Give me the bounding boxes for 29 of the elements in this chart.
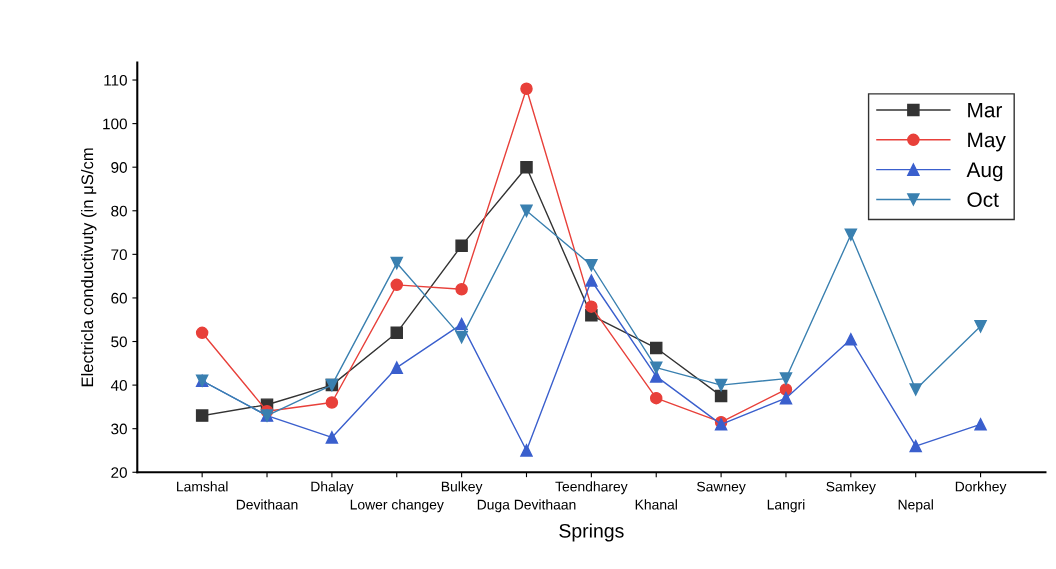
y-tick-label: 110 xyxy=(104,74,127,86)
x-tick-label: Sawney xyxy=(697,481,746,495)
x-tick-label: Lamshal xyxy=(177,481,228,492)
legend-label: Aug xyxy=(966,162,1003,182)
y-tick-label: 90 xyxy=(111,162,127,173)
legend-label: May xyxy=(968,132,1006,152)
y-tick-label: 40 xyxy=(110,379,127,391)
y-tick-label: 20 xyxy=(111,467,127,478)
legend-label: Mar xyxy=(968,102,1003,118)
x-tick-label: Samkey xyxy=(826,481,876,495)
y-tick-label: 30 xyxy=(111,423,127,435)
x-tick-label: Khanal xyxy=(635,499,677,510)
x-tick-label: Lower changey xyxy=(350,499,444,513)
y-tick-label: 80 xyxy=(111,205,127,217)
y-tick-label: 70 xyxy=(111,249,127,261)
x-axis-title: Springs xyxy=(559,523,624,542)
x-tick-label: Nepal xyxy=(898,499,933,513)
y-tick-label: 50 xyxy=(111,336,127,348)
x-tick-label: Langri xyxy=(767,499,805,513)
x-tick-label: Devithaan xyxy=(236,499,298,510)
y-tick-label: 60 xyxy=(111,292,127,304)
x-tick-label: Dhalay xyxy=(311,481,354,495)
x-tick-label: Duga Devithaan xyxy=(477,499,576,513)
x-tick-label: Teendharey xyxy=(555,481,628,495)
legend-label: Oct xyxy=(967,192,999,207)
x-tick-label: Bulkey xyxy=(441,481,483,495)
x-tick-label: Dorkhey xyxy=(955,481,1007,495)
y-tick-label: 100 xyxy=(103,118,127,130)
y-axis-title: Electricla conductivuty (in μS/cm xyxy=(80,148,97,387)
